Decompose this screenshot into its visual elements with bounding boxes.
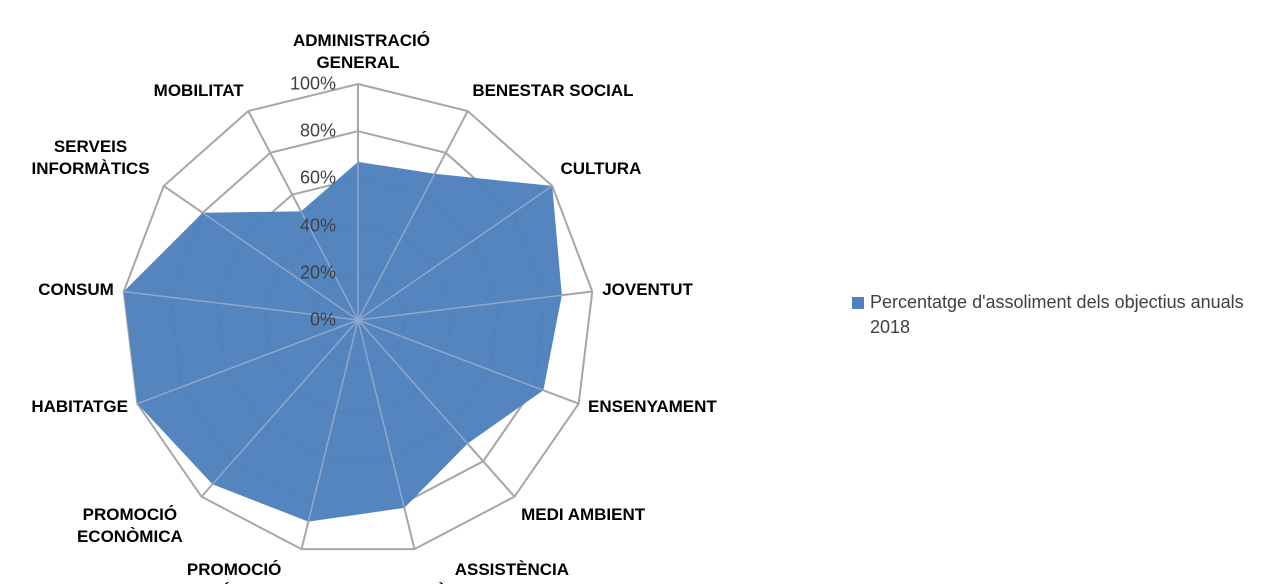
category-label: MOBILITAT — [153, 81, 244, 101]
data-area — [123, 161, 562, 522]
legend-label: Percentatge d'assoliment dels objectius … — [870, 292, 1244, 337]
category-label: JOVENTUT — [602, 280, 693, 300]
grid-ring — [122, 82, 594, 551]
category-label: PROMOCIÓ TURÍSTICA — [186, 559, 282, 584]
spoke-over — [202, 212, 359, 321]
y-tick-label: 20% — [299, 262, 336, 283]
spoke-over — [137, 319, 359, 405]
spoke-over — [357, 319, 469, 445]
legend: Percentatge d'assoliment dels objectius … — [852, 290, 1272, 340]
category-label: CULTURA — [560, 159, 642, 179]
spoke-over — [357, 173, 436, 321]
y-tick-label: 0% — [309, 309, 336, 330]
category-label: ASSISTÈNCIA TÈCNICA MUNICIPAL — [425, 559, 598, 584]
y-tick-label: 40% — [299, 215, 336, 236]
category-label: MEDI AMBIENT — [521, 505, 646, 525]
spoke-over — [357, 319, 406, 509]
spoke-over — [300, 210, 359, 321]
category-label: BENESTAR SOCIAL — [472, 81, 634, 101]
category-label: ENSENYAMENT — [588, 397, 717, 417]
category-label: ADMINISTRACIÓ GENERAL — [293, 31, 430, 72]
spoke-over — [357, 319, 544, 391]
legend-swatch — [852, 297, 864, 309]
spoke-over — [307, 319, 359, 522]
y-tick-label: 100% — [289, 73, 336, 94]
spoke-over — [123, 290, 359, 321]
y-tick-label: 60% — [299, 167, 336, 188]
spoke-over — [211, 319, 359, 485]
y-tick-label: 80% — [299, 120, 336, 141]
category-label: SERVEIS INFORMÀTICS — [31, 137, 150, 179]
category-label: PROMOCIÓ ECONÒMICA — [76, 505, 183, 547]
category-label: CONSUM — [38, 280, 114, 300]
spoke-over — [357, 185, 553, 321]
spoke-over — [357, 294, 562, 321]
category-label: HABITATGE — [31, 397, 128, 417]
